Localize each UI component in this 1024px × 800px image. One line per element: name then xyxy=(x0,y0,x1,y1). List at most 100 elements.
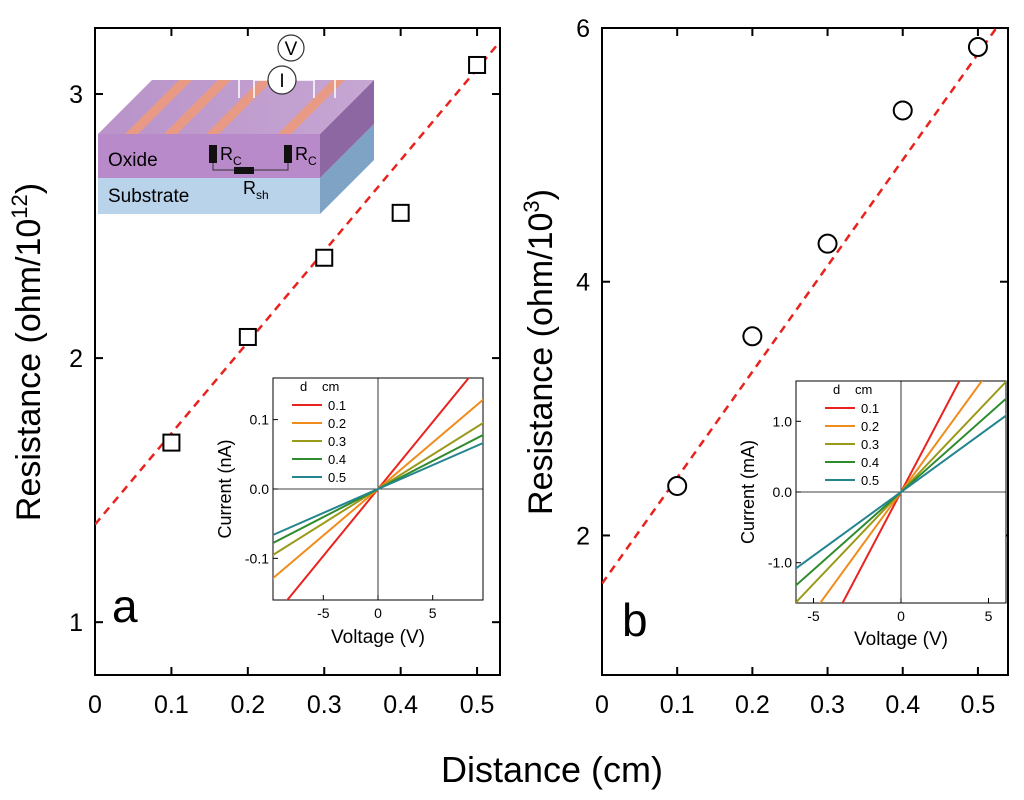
panel-a-inset-ticks: -5 0 5 -0.1 0.0 0.1 xyxy=(245,412,437,621)
data-point-square xyxy=(238,327,257,346)
voltmeter-wires xyxy=(238,47,336,98)
panel-b-frame xyxy=(601,27,1009,676)
legend-label: 0.4 xyxy=(328,452,346,467)
panel-a-inset-xlabel: Voltage (V) xyxy=(331,627,425,648)
x-tick-label: 0.4 xyxy=(885,691,920,719)
panel-b-inset: -5 0 5 -1.0 0.0 1.0 d cm 0.1 0.2 0.3 0.4 0.5 Voltag… xyxy=(738,380,1007,650)
inset-y-tick-label: 0.1 xyxy=(250,412,270,428)
inset-curve-0.5 xyxy=(796,414,1006,570)
y-tick-label: 4 xyxy=(576,269,590,297)
data-point-square xyxy=(391,203,410,222)
panel-a-inset-legend: d cm 0.1 0.2 0.3 0.4 0.5 xyxy=(292,379,346,485)
legend-label: 0.4 xyxy=(861,455,879,470)
panel-b: 0 0.1 0.2 0.3 0.4 0.5 2 4 6 Resistance (ohm/103)… xyxy=(519,15,1009,719)
inset-y-tick-label: -1.0 xyxy=(768,555,792,571)
x-tick-label: 0.3 xyxy=(810,691,845,719)
panel-b-markers xyxy=(667,37,988,496)
panel-a-frame xyxy=(94,27,501,676)
substrate-label: Substrate xyxy=(108,186,189,207)
inset-x-tick-label: 5 xyxy=(985,608,993,624)
legend-label: 0.1 xyxy=(861,401,879,416)
x-tick-label: 0.4 xyxy=(383,691,418,719)
ammeter-label: I xyxy=(279,71,284,92)
y-tick-label: 3 xyxy=(69,81,83,109)
panel-a-inset-ylabel: Current (nA) xyxy=(215,439,235,538)
x-tick-label: 0.1 xyxy=(154,691,189,719)
legend-header-d: d xyxy=(833,382,840,397)
legend-label: 0.3 xyxy=(328,434,346,449)
panel-b-inset-ticks: -5 0 5 -1.0 0.0 1.0 xyxy=(768,413,993,624)
contact-strip xyxy=(206,80,273,134)
legend-label: 0.5 xyxy=(328,470,346,485)
inset-y-tick-label: -0.1 xyxy=(245,550,269,566)
ammeter-icon xyxy=(267,65,297,95)
x-tick-label: 0 xyxy=(595,691,609,719)
x-tick-label: 0.2 xyxy=(735,691,770,719)
inset-y-tick-label: 0.0 xyxy=(250,481,270,497)
inset-x-tick-label: 0 xyxy=(374,605,382,621)
x-tick-label: 0 xyxy=(88,691,102,719)
data-point-square xyxy=(468,55,487,74)
contact-strip xyxy=(278,80,345,134)
data-point-circle xyxy=(967,37,988,58)
panel-a-y-axis-label: Resistance (ohm/1012) xyxy=(7,183,48,521)
inset-y-tick-label: 0.0 xyxy=(773,484,793,500)
panel-b-label: b xyxy=(622,594,648,646)
legend-header-d: d xyxy=(300,379,307,394)
x-tick-label: 0.5 xyxy=(460,691,495,719)
y-tick-label: 2 xyxy=(576,522,590,550)
oxide-label: Oxide xyxy=(108,150,158,171)
y-tick-label: 2 xyxy=(69,345,83,373)
panel-a: 0 0.1 0.2 0.3 0.4 0.5 1 2 3 Resistance (ohm/1012… xyxy=(7,27,501,719)
x-tick-label: 0.1 xyxy=(660,691,695,719)
panel-b-ticks: 0 0.1 0.2 0.3 0.4 0.5 2 4 6 xyxy=(576,15,1008,719)
y-tick-label: 1 xyxy=(69,609,83,637)
panel-b-inset-legend: d cm 0.1 0.2 0.3 0.4 0.5 xyxy=(825,382,879,488)
contact-strip xyxy=(164,80,231,134)
voltmeter-icon xyxy=(277,34,305,62)
inset-curve-0.5 xyxy=(273,441,483,537)
rc-resistor-left xyxy=(209,145,217,163)
legend-label: 0.1 xyxy=(328,398,346,413)
legend-label: 0.2 xyxy=(328,416,346,431)
inset-x-tick-label: -5 xyxy=(317,605,330,621)
panel-a-inset: -5 0 5 -0.1 0.0 0.1 d cm 0.1 0.2 0.3 0.4 0.5 Voltag… xyxy=(215,377,484,648)
x-tick-label: 0.2 xyxy=(230,691,265,719)
y-tick-label: 6 xyxy=(576,15,590,43)
data-point-square xyxy=(315,248,334,267)
legend-label: 0.2 xyxy=(861,419,879,434)
legend-label: 0.3 xyxy=(861,437,879,452)
data-point-circle xyxy=(667,475,688,496)
device-schematic: Oxide Substrate RC RC Rsh V I xyxy=(98,34,374,214)
x-tick-label: 0.3 xyxy=(307,691,342,719)
inset-x-tick-label: -5 xyxy=(807,608,820,624)
voltmeter-label: V xyxy=(285,39,298,60)
x-axis-label: Distance (cm) xyxy=(441,749,663,790)
panel-a-inset-curves xyxy=(273,378,483,600)
panel-a-ticks: 0 0.1 0.2 0.3 0.4 0.5 1 2 3 xyxy=(69,28,500,719)
data-point-circle xyxy=(742,326,763,347)
rc-label-left: RC xyxy=(220,144,242,168)
panel-a-label: a xyxy=(112,580,138,632)
panel-b-inset-xlabel: Voltage (V) xyxy=(854,629,948,650)
data-point-circle xyxy=(892,100,913,121)
rsh-resistor xyxy=(234,167,254,174)
contact-strip xyxy=(125,80,192,134)
data-point-circle xyxy=(817,233,838,254)
x-tick-label: 0.5 xyxy=(961,691,996,719)
panel-b-inset-curves xyxy=(796,381,1006,603)
substrate-front xyxy=(98,178,320,214)
inset-y-tick-label: 1.0 xyxy=(773,413,793,429)
ammeter-wires xyxy=(253,79,315,98)
substrate-side xyxy=(320,124,374,214)
inset-x-tick-label: 5 xyxy=(429,605,437,621)
rc-resistor-right xyxy=(284,145,292,163)
legend-header-unit: cm xyxy=(322,379,339,394)
panel-b-y-axis-label: Resistance (ohm/103) xyxy=(519,189,560,515)
rsh-label: Rsh xyxy=(243,178,269,202)
panel-b-inset-ylabel: Current (mA) xyxy=(738,440,758,544)
rc-label-right: RC xyxy=(295,144,317,168)
legend-header-unit: cm xyxy=(855,382,872,397)
oxide-side xyxy=(320,80,374,178)
